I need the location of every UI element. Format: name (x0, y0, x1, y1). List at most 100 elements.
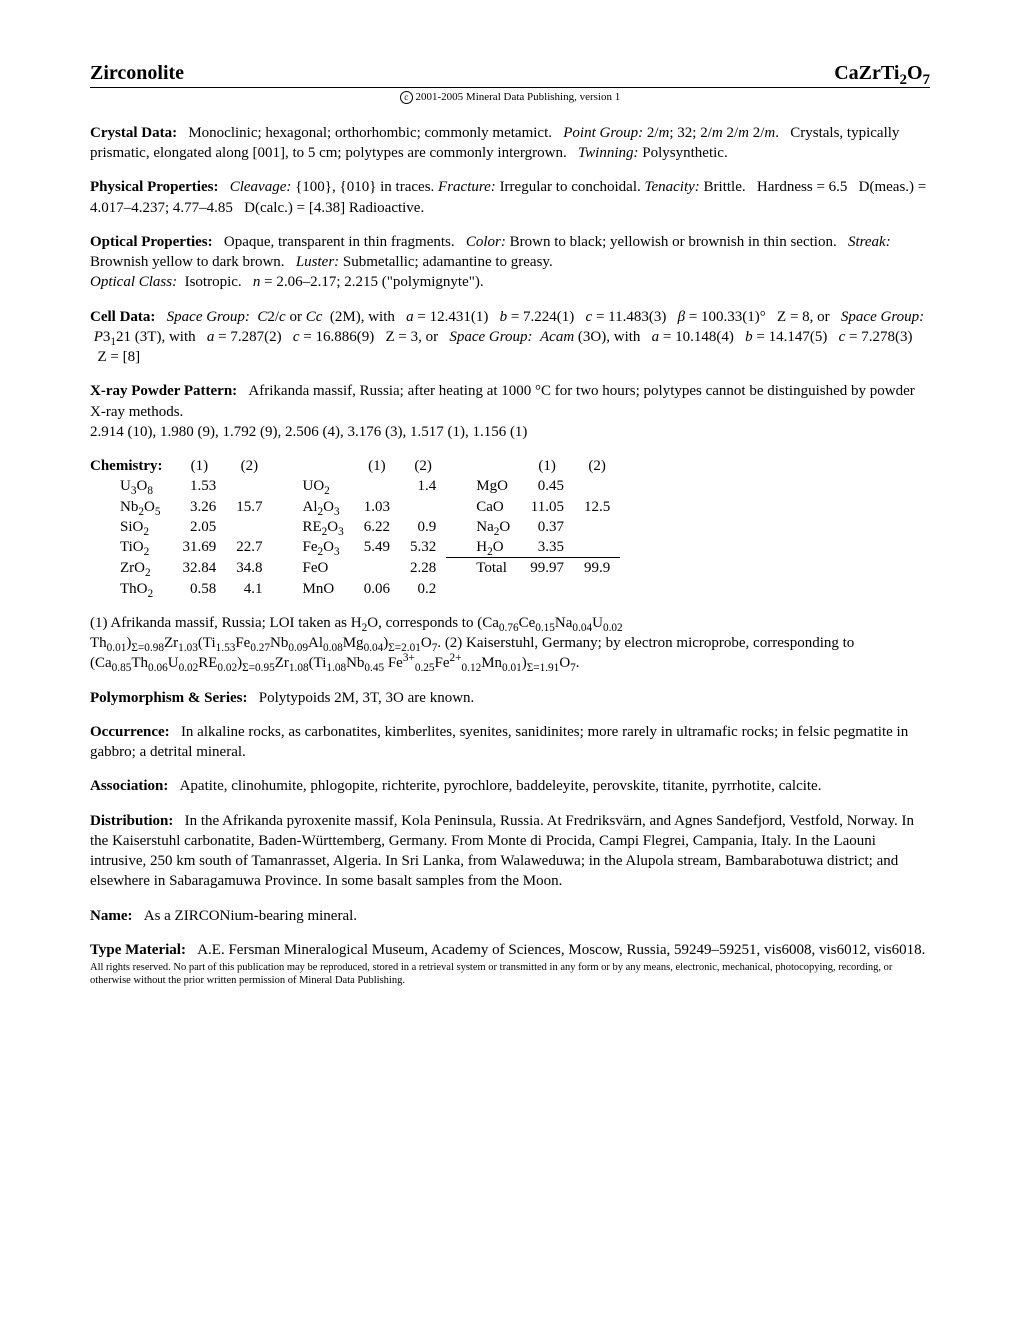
table-cell: 2.05 (172, 517, 226, 537)
table-cell: 5.49 (354, 537, 400, 558)
table-cell: 0.9 (400, 517, 446, 537)
crystal-data-section: Crystal Data: Monoclinic; hexagonal; ort… (90, 123, 930, 164)
table-row: SiO22.05RE2O36.220.9Na2O0.37 (90, 517, 620, 537)
table-cell: 3.35 (520, 537, 574, 558)
table-cell: Fe2O3 (272, 537, 353, 558)
table-cell: FeO (272, 558, 353, 579)
crystal-data-label: Crystal Data: (90, 125, 177, 141)
name-section: Name: As a ZIRCONium-bearing mineral. (90, 906, 930, 926)
table-row: ZrO232.8434.8FeO 2.28Total99.9799.9 (90, 558, 620, 579)
table-cell: 32.84 (172, 558, 226, 579)
table-cell: 34.8 (226, 558, 272, 579)
table-cell: ThO2 (90, 579, 172, 599)
table-cell: 0.06 (354, 579, 400, 599)
col-header: (1) (520, 456, 574, 476)
type-material-section: Type Material: A.E. Fersman Mineralogica… (90, 940, 930, 960)
table-cell (574, 517, 620, 537)
table-cell: Total (446, 558, 520, 579)
table-cell: MgO (446, 476, 520, 496)
table-row: TiO231.6922.7Fe2O35.495.32H2O3.35 (90, 537, 620, 558)
table-cell: CaO (446, 497, 520, 517)
table-cell: U3O8 (90, 476, 172, 496)
table-row: Nb2O53.2615.7Al2O31.03 CaO11.0512.5 (90, 497, 620, 517)
table-cell: 12.5 (574, 497, 620, 517)
table-cell (354, 558, 400, 579)
table-cell: ZrO2 (90, 558, 172, 579)
table-cell: MnO (272, 579, 353, 599)
name-label: Name: (90, 908, 132, 924)
table-cell: Al2O3 (272, 497, 353, 517)
chemistry-notes: (1) Afrikanda massif, Russia; LOI taken … (90, 613, 930, 674)
table-cell: 1.53 (172, 476, 226, 496)
table-cell: 2.28 (400, 558, 446, 579)
cell-label: Cell Data: (90, 309, 155, 325)
footer-rights: All rights reserved. No part of this pub… (90, 962, 930, 987)
table-cell: 11.05 (520, 497, 574, 517)
table-cell: 15.7 (226, 497, 272, 517)
occurrence-section: Occurrence: In alkaline rocks, as carbon… (90, 722, 930, 763)
col-header: (1) (354, 456, 400, 476)
type-material-body: A.E. Fersman Mineralogical Museum, Acade… (197, 942, 925, 958)
table-cell: 4.1 (226, 579, 272, 599)
distribution-label: Distribution: (90, 813, 173, 829)
association-body: Apatite, clinohumite, phlogopite, richte… (180, 778, 822, 794)
page-header: Zirconolite CaZrTi2O7 (90, 60, 930, 88)
table-cell: 99.9 (574, 558, 620, 579)
copyright-text: 2001-2005 Mineral Data Publishing, versi… (416, 91, 621, 103)
table-row: U3O81.53 UO2 1.4MgO0.45 (90, 476, 620, 496)
table-cell (400, 497, 446, 517)
table-cell: 31.69 (172, 537, 226, 558)
table-cell (354, 476, 400, 496)
table-cell (446, 579, 520, 599)
polymorphism-body: Polytypoids 2M, 3T, 3O are known. (259, 690, 475, 706)
table-cell: 0.45 (520, 476, 574, 496)
type-material-label: Type Material: (90, 942, 186, 958)
crystal-data-body: Monoclinic; hexagonal; orthorhombic; com… (90, 125, 899, 161)
cell-data-section: Cell Data: Space Group: C2/c or Cc (2M),… (90, 307, 930, 368)
table-cell: SiO2 (90, 517, 172, 537)
table-cell: 99.97 (520, 558, 574, 579)
distribution-section: Distribution: In the Afrikanda pyroxenit… (90, 811, 930, 892)
table-cell: Nb2O5 (90, 497, 172, 517)
table-cell (226, 476, 272, 496)
optical-label: Optical Properties: (90, 234, 213, 250)
col-header: (2) (574, 456, 620, 476)
table-cell: UO2 (272, 476, 353, 496)
table-cell (574, 537, 620, 558)
xray-label: X-ray Powder Pattern: (90, 383, 237, 399)
col-header: (1) (172, 456, 226, 476)
table-cell: H2O (446, 537, 520, 558)
occurrence-label: Occurrence: (90, 724, 170, 740)
table-cell: TiO2 (90, 537, 172, 558)
table-cell: 0.58 (172, 579, 226, 599)
copyright-line: c 2001-2005 Mineral Data Publishing, ver… (90, 90, 930, 105)
distribution-body: In the Afrikanda pyroxenite massif, Kola… (90, 813, 914, 890)
physical-label: Physical Properties: (90, 179, 218, 195)
col-header: (2) (226, 456, 272, 476)
association-label: Association: (90, 778, 168, 794)
table-header-row: Chemistry: (1) (2) (1) (2) (1) (2) (90, 456, 620, 476)
table-cell: 0.2 (400, 579, 446, 599)
physical-properties-section: Physical Properties: Cleavage: {100}, {0… (90, 177, 930, 218)
occurrence-body: In alkaline rocks, as carbonatites, kimb… (90, 724, 908, 760)
table-cell: 1.4 (400, 476, 446, 496)
copyright-icon: c (400, 91, 413, 104)
table-cell: Na2O (446, 517, 520, 537)
chemistry-label: Chemistry: (90, 456, 172, 476)
table-cell (574, 579, 620, 599)
cell-body: Space Group: C2/c or Cc (2M), with a = 1… (90, 309, 924, 366)
table-cell (226, 517, 272, 537)
xray-section: X-ray Powder Pattern: Afrikanda massif, … (90, 381, 930, 442)
table-cell: 22.7 (226, 537, 272, 558)
table-cell (520, 579, 574, 599)
table-cell: 3.26 (172, 497, 226, 517)
polymorphism-section: Polymorphism & Series: Polytypoids 2M, 3… (90, 688, 930, 708)
table-cell: 5.32 (400, 537, 446, 558)
table-cell: 6.22 (354, 517, 400, 537)
col-header: (2) (400, 456, 446, 476)
optical-properties-section: Optical Properties: Opaque, transparent … (90, 232, 930, 293)
table-row: ThO20.584.1MnO0.060.2 (90, 579, 620, 599)
table-cell: 0.37 (520, 517, 574, 537)
table-cell: 1.03 (354, 497, 400, 517)
polymorphism-label: Polymorphism & Series: (90, 690, 247, 706)
